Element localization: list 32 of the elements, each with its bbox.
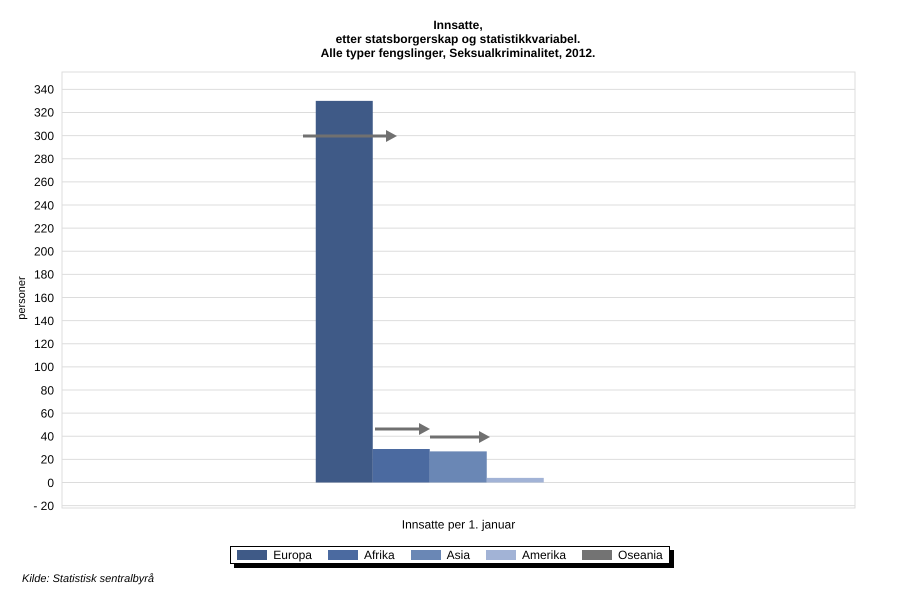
x-tick-label: Innsatte per 1. januar <box>402 518 516 532</box>
bar <box>430 451 487 483</box>
bar <box>372 449 430 483</box>
y-tick-label: 0 <box>47 476 54 490</box>
y-tick-label: 240 <box>34 198 54 212</box>
y-tick-label: 40 <box>40 430 54 444</box>
legend-label: Afrika <box>364 548 395 562</box>
y-tick-label: 300 <box>34 128 54 143</box>
legend-label: Amerika <box>522 548 566 562</box>
legend-label: Europa <box>273 548 312 562</box>
y-axis-title: personer <box>16 276 28 320</box>
y-tick-label: 280 <box>34 152 54 166</box>
y-tick-label: 20 <box>40 452 54 467</box>
text: Kilde: Statistisk sentralbyrå <box>22 573 154 585</box>
y-tick-label: 260 <box>34 175 54 190</box>
y-tick-label: 100 <box>34 360 54 374</box>
y-tick-label: 60 <box>40 406 54 420</box>
y-tick-label: 160 <box>34 290 54 305</box>
bar <box>486 478 544 483</box>
y-tick-label: 220 <box>34 221 54 236</box>
y-tick-label: 140 <box>34 314 54 328</box>
legend-label: Asia <box>446 548 470 562</box>
y-tick-label: 120 <box>34 337 54 352</box>
y-tick-label: 340 <box>34 82 54 97</box>
y-tick-label: 200 <box>34 244 54 259</box>
y-tick-label: 180 <box>34 268 54 282</box>
legend-label: Oseania <box>618 548 663 562</box>
y-tick-label: 320 <box>34 106 54 120</box>
y-tick-label: 80 <box>40 383 54 398</box>
chart-title: Innsatte, etter statsborgerskap og statistikkvariabel. Alle typer fengslinger, Seksualkriminalitet, 2012. <box>320 18 596 60</box>
bar <box>316 100 373 483</box>
y-tick-label: - 20 <box>33 498 54 513</box>
